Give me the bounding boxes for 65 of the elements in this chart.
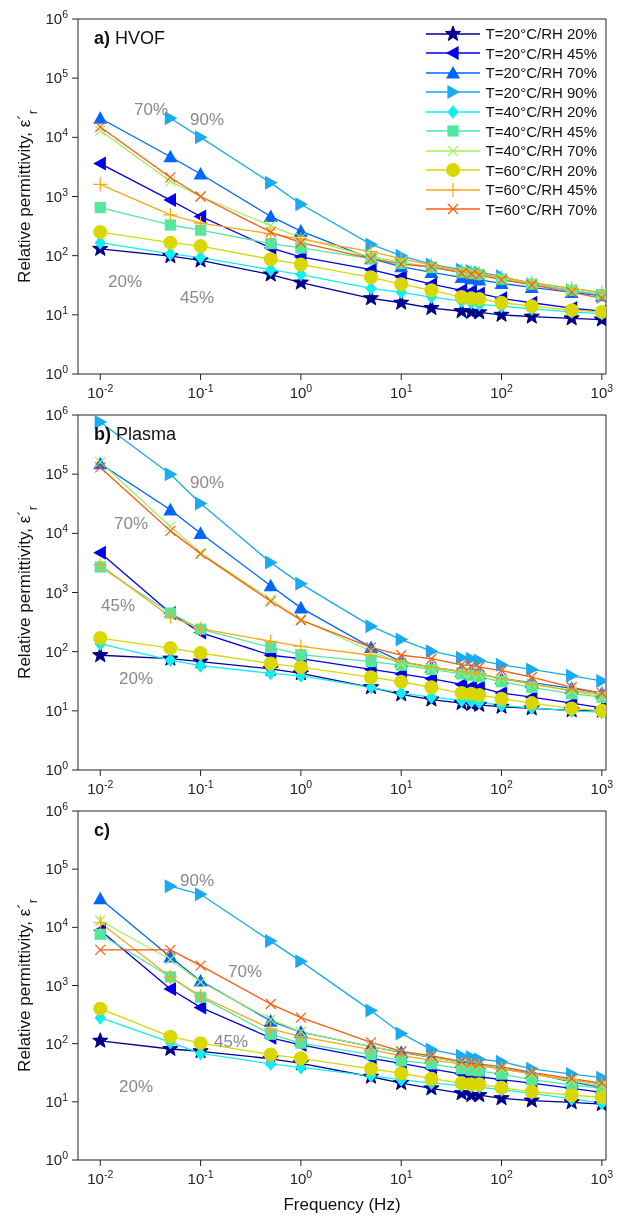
x-tick-label: 10$^{-1}$ — [187, 382, 214, 401]
legend-label: T=20°C/RH 45% — [485, 44, 597, 62]
annotation: 70% — [134, 100, 169, 120]
legend-label: T=60°C/RH 45% — [485, 181, 597, 199]
annotation: 90% — [190, 110, 225, 130]
x-tick-label: 10$^{3}$ — [590, 778, 614, 797]
y-tick-label: 10$^{4}$ — [45, 126, 69, 146]
legend-label: T=20°C/RH 70% — [485, 64, 597, 82]
y-tick-label: 10$^{0}$ — [45, 759, 69, 778]
text: c) — [94, 820, 111, 840]
y-tick-label: 10$^{0}$ — [45, 1149, 69, 1168]
x-tick-label: 10$^{1}$ — [389, 778, 413, 797]
text: a) HVOF — [94, 28, 166, 49]
y-tick-label: 10$^{6}$ — [45, 800, 69, 819]
annotation: 90% — [180, 871, 215, 891]
y-tick-label: 10$^{3}$ — [45, 974, 69, 994]
legend-label: T=40°C/RH 20% — [485, 103, 597, 121]
annotation: 45% — [180, 288, 215, 308]
x-tick-label: 10$^{0}$ — [289, 382, 313, 401]
x-tick-label: 10$^{2}$ — [490, 1168, 513, 1187]
annotation: 70% — [228, 962, 263, 982]
annotation: 20% — [108, 272, 143, 292]
y-tick-label: 10$^{2}$ — [45, 244, 69, 264]
x-tick-label: 10$^{-2}$ — [87, 382, 114, 401]
x-axis-title: Frequency (Hz) — [283, 1195, 401, 1214]
annotation: 70% — [114, 514, 149, 534]
y-tick-label: 10$^{5}$ — [45, 858, 69, 878]
y-tick-label: 10$^{2}$ — [45, 1032, 69, 1052]
y-tick-label: 10$^{6}$ — [45, 404, 69, 423]
x-tick-label: 10$^{0}$ — [289, 778, 313, 797]
legend-label: T=20°C/RH 20% — [485, 25, 597, 43]
y-tick-label: 10$^{5}$ — [45, 67, 69, 87]
y-tick-label: 10$^{4}$ — [45, 916, 69, 936]
x-tick-label: 10$^{-2}$ — [87, 1168, 114, 1187]
x-tick-label: 10$^{3}$ — [590, 382, 614, 401]
text: b) Plasma — [94, 424, 177, 445]
legend-label: T=20°C/RH 90% — [485, 83, 597, 101]
x-tick-label: 10$^{2}$ — [490, 382, 513, 401]
legend-label: T=40°C/RH 45% — [485, 122, 597, 140]
y-tick-label: 10$^{4}$ — [45, 522, 69, 542]
y-tick-label: 10$^{5}$ — [45, 463, 69, 483]
y-tick-label: 10$^{6}$ — [45, 8, 69, 27]
annotation: 90% — [190, 473, 225, 493]
y-tick-label: 10$^{3}$ — [45, 185, 69, 205]
annotation: 45% — [214, 1032, 249, 1052]
y-tick-label: 10$^{3}$ — [45, 581, 69, 601]
x-tick-label: 10$^{-1}$ — [187, 778, 214, 797]
x-tick-label: 10$^{0}$ — [289, 1168, 313, 1187]
y-tick-label: 10$^{1}$ — [45, 1090, 69, 1110]
y-tick-label: 10$^{2}$ — [45, 640, 69, 660]
x-tick-label: 10$^{1}$ — [389, 382, 413, 401]
annotation: 20% — [119, 669, 154, 689]
x-tick-label: 10$^{2}$ — [490, 778, 513, 797]
x-tick-label: 10$^{-1}$ — [187, 1168, 214, 1187]
legend-label: T=40°C/RH 70% — [485, 142, 597, 160]
x-tick-label: 10$^{-2}$ — [87, 778, 114, 797]
annotation: 45% — [101, 596, 136, 616]
legend-label: T=60°C/RH 70% — [485, 200, 597, 218]
annotation: 20% — [119, 1077, 154, 1097]
x-tick-label: 10$^{1}$ — [389, 1168, 413, 1187]
y-tick-label: 10$^{1}$ — [45, 303, 69, 323]
y-tick-label: 10$^{0}$ — [45, 363, 69, 382]
y-tick-label: 10$^{1}$ — [45, 699, 69, 719]
legend-label: T=60°C/RH 20% — [485, 161, 597, 179]
x-tick-label: 10$^{3}$ — [590, 1168, 614, 1187]
